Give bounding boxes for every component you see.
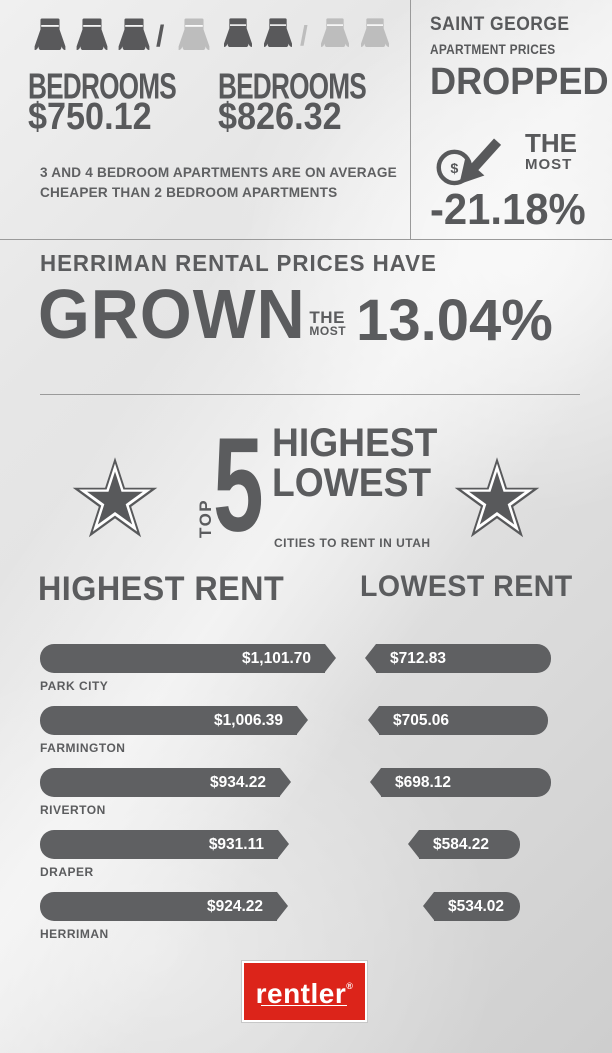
svg-text:$: $ [450, 161, 458, 177]
